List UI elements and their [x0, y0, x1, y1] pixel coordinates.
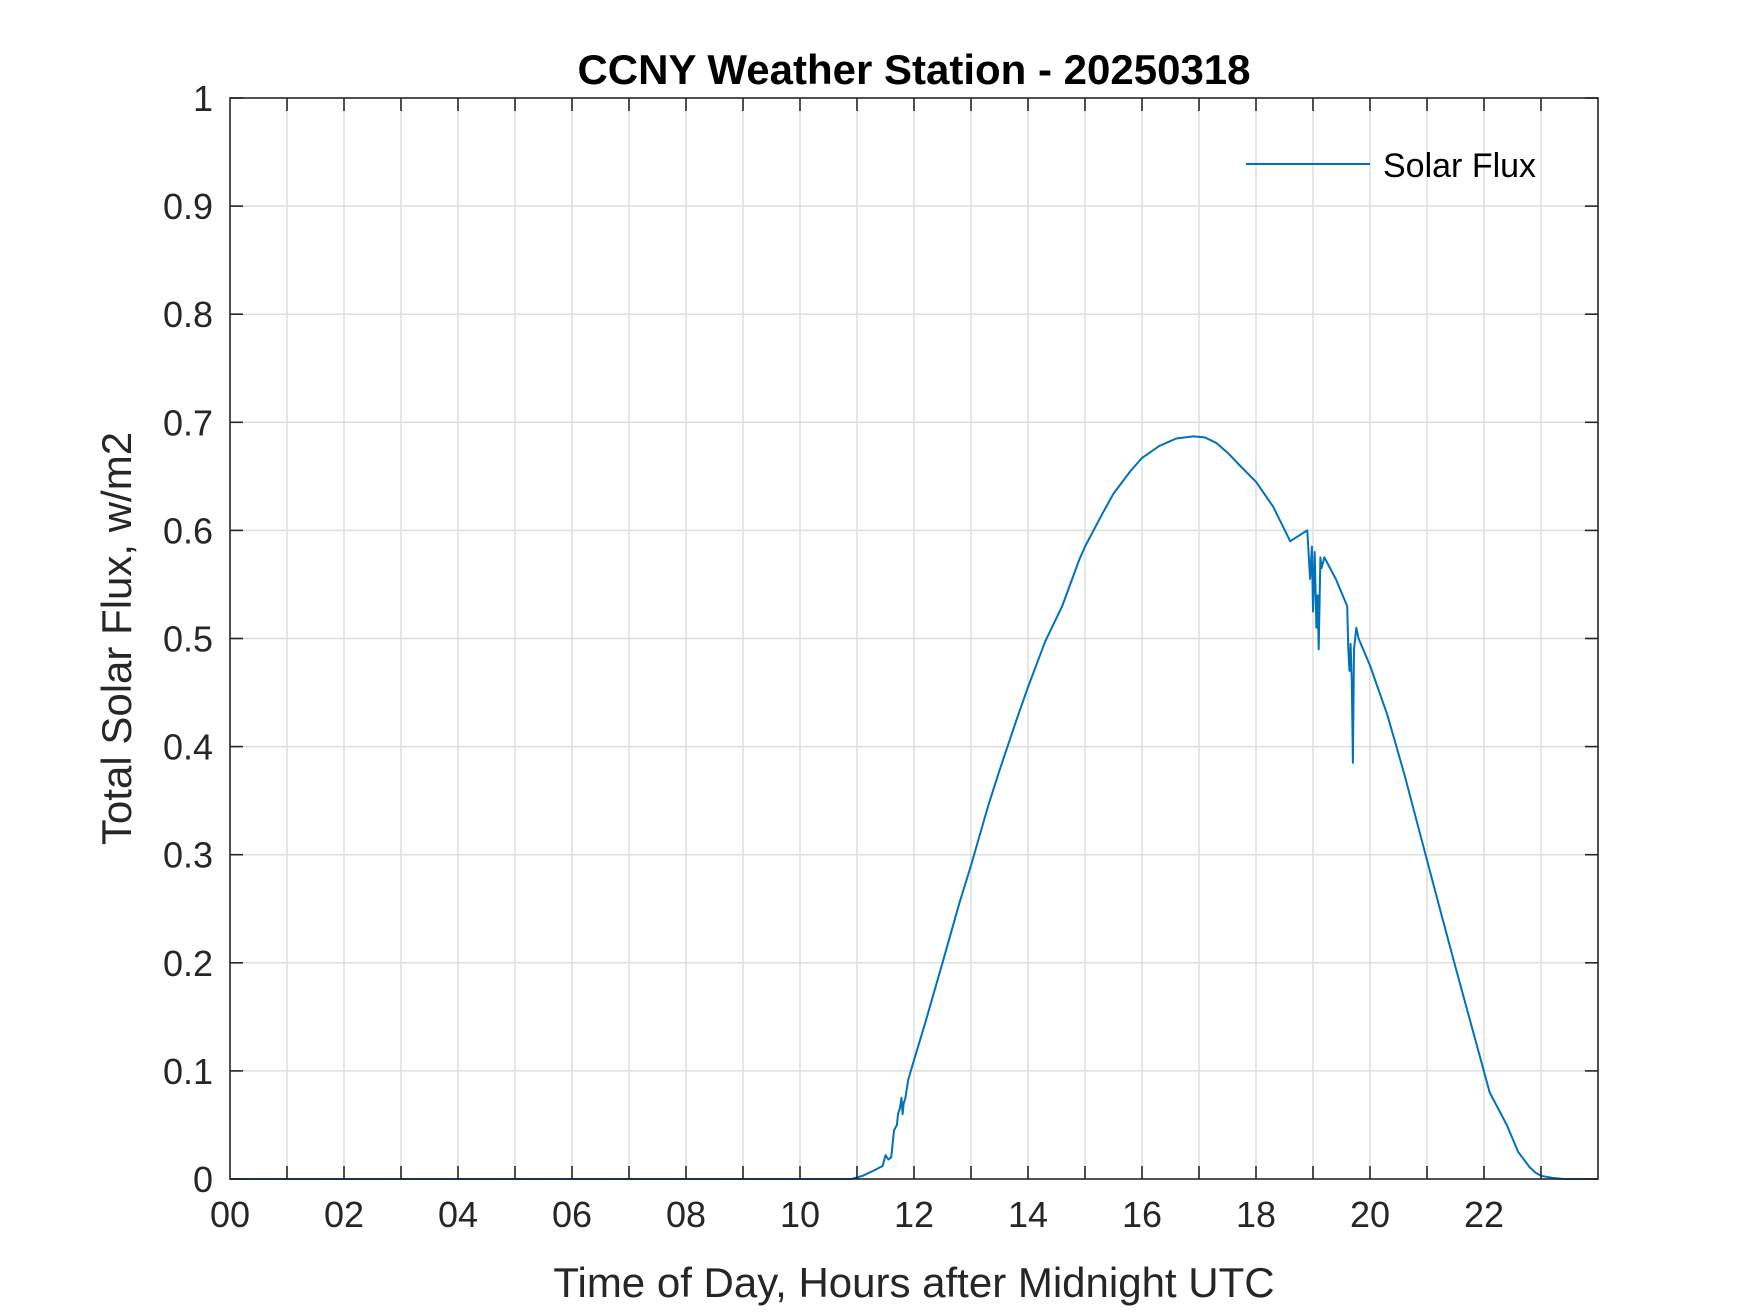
tick-labels: 00 02 04 06 08 10 12 14 16 18 20 22 0 0.1 0.2 0.3 0.4 0.5… — [163, 78, 1504, 1235]
y-tick-label: 0.8 — [163, 294, 213, 335]
y-axis-label: Total Solar Flux, w/m2 — [93, 432, 140, 845]
y-tick-label: 0.7 — [163, 402, 213, 443]
legend: Solar Flux — [1246, 147, 1536, 185]
y-tick-label: 0.5 — [163, 619, 213, 660]
series-layer — [230, 435, 1598, 1180]
y-tick-label: 0.1 — [163, 1051, 213, 1092]
x-axis-label: Time of Day, Hours after Midnight UTC — [553, 1259, 1274, 1306]
x-tick-label: 22 — [1464, 1194, 1504, 1235]
grid-lines — [230, 98, 1598, 1179]
x-tick-label: 14 — [1008, 1194, 1048, 1235]
y-tick-label: 0.2 — [163, 943, 213, 984]
x-tick-label: 00 — [210, 1194, 250, 1235]
series-line-solar-flux — [230, 435, 1598, 1180]
x-tick-label: 12 — [894, 1194, 934, 1235]
tick-marks — [230, 97, 1598, 1180]
y-tick-label: 0.6 — [163, 510, 213, 551]
x-tick-label: 02 — [324, 1194, 364, 1235]
chart-title: CCNY Weather Station - 20250318 — [577, 46, 1250, 93]
x-tick-label: 08 — [666, 1194, 706, 1235]
y-tick-label: 1 — [193, 78, 213, 119]
x-tick-label: 04 — [438, 1194, 478, 1235]
x-tick-label: 18 — [1236, 1194, 1276, 1235]
y-tick-label: 0 — [193, 1159, 213, 1200]
y-tick-label: 0.9 — [163, 186, 213, 227]
legend-label-solar-flux: Solar Flux — [1383, 147, 1536, 185]
y-tick-label: 0.4 — [163, 727, 213, 768]
x-tick-label: 20 — [1350, 1194, 1390, 1235]
x-tick-label: 10 — [780, 1194, 820, 1235]
x-tick-label: 06 — [552, 1194, 592, 1235]
x-tick-label: 16 — [1122, 1194, 1162, 1235]
y-tick-label: 0.3 — [163, 835, 213, 876]
